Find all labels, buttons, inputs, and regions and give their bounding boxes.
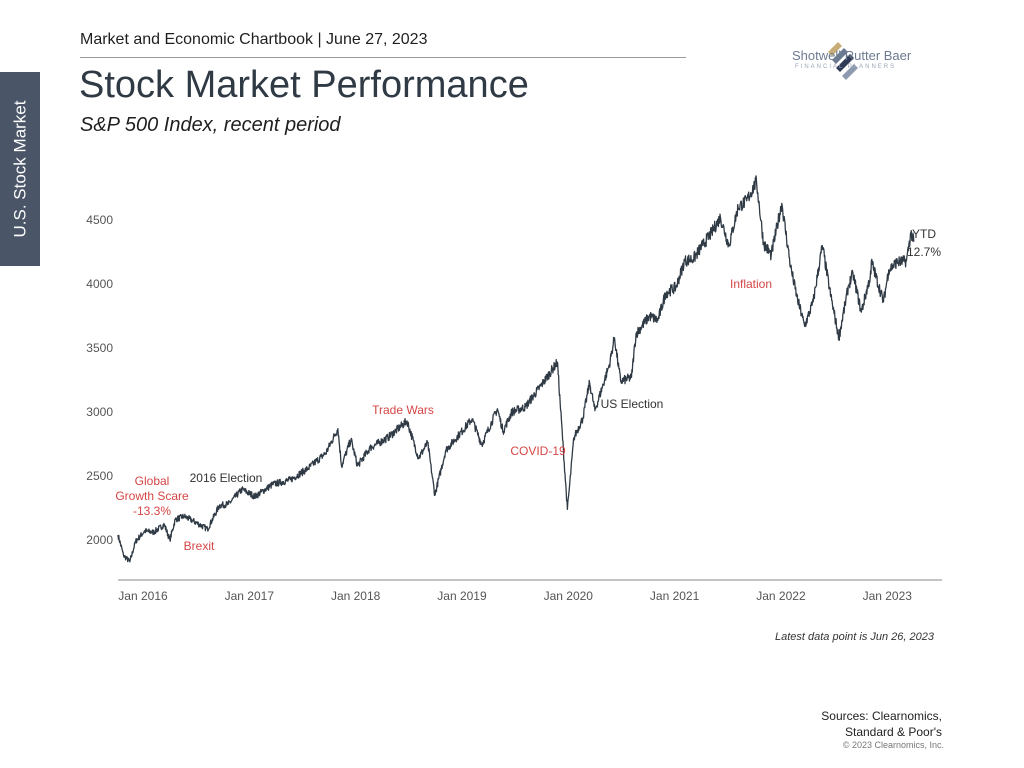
y-tick-label: 4000 [86,277,113,291]
y-tick-label: 3500 [86,341,113,355]
annotation-label: Global [135,474,170,488]
latest-data-note: Latest data point is Jun 26, 2023 [774,631,934,643]
sources-line-1: Sources: Clearnomics, [821,709,942,723]
x-tick-label: Jan 2017 [225,589,275,603]
logo-stripe-navy [836,54,854,72]
header-divider [80,57,686,58]
logo-stripe-grey [832,48,848,64]
sources-line-2: Standard & Poor's [844,725,942,739]
side-tab: U.S. Stock Market [0,72,40,266]
sources: Sources: Clearnomics, Standard & Poor's [821,708,942,740]
x-tick-label: Jan 2020 [544,589,594,603]
annotation-label: -13.3% [133,504,171,518]
logo-stripe-grey-2 [842,64,858,80]
x-tick-label: Jan 2021 [650,589,700,603]
page-title: Stock Market Performance [79,64,529,106]
sp500-series-line [117,175,915,563]
ytd-label: YTD [912,227,936,241]
company-logo-icon [828,42,858,80]
logo-stripe-gold [828,42,842,56]
y-tick-label: 2000 [86,533,113,547]
annotation-label: Growth Scare [115,489,189,503]
logo-tagline: FINANCIAL PLANNERS [795,64,897,70]
ytd-value: 12.7% [907,245,941,259]
y-tick-label: 2500 [86,469,113,483]
x-tick-label: Jan 2022 [756,589,806,603]
annotation-label: Trade Wars [372,403,434,417]
x-tick-label: Jan 2018 [331,589,381,603]
x-tick-label: Jan 2023 [863,589,913,603]
copyright: © 2023 Clearnomics, Inc. [842,740,944,750]
x-tick-label: Jan 2019 [437,589,487,603]
chartbook-header: Market and Economic Chartbook | June 27,… [80,31,428,48]
x-tick-label: Jan 2016 [118,589,168,603]
page-subtitle: S&P 500 Index, recent period [80,114,341,136]
y-tick-label: 4500 [86,213,113,227]
annotation-label: Inflation [730,277,772,291]
annotation-label: 2016 Election [190,471,263,485]
annotation-label: COVID-19 [510,444,566,458]
y-tick-label: 3000 [86,405,113,419]
annotation-label: US Election [601,397,664,411]
annotation-label: Brexit [184,539,215,553]
logo-name: Shotwell Rutter Baer [792,48,912,63]
